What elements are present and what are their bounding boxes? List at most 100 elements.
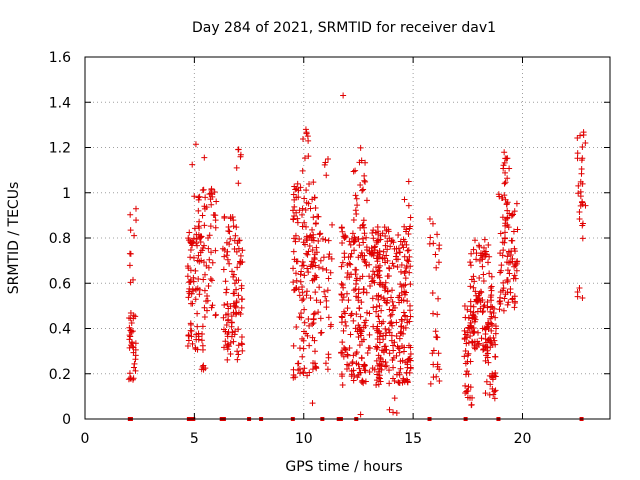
data-point [198,337,205,344]
data-point [479,325,486,332]
data-point [290,342,297,349]
data-point [347,241,354,248]
data-point [319,265,326,272]
data-point [390,364,397,371]
data-point [499,252,506,259]
data-point [292,238,299,245]
data-point [195,231,202,238]
data-point [577,178,584,185]
data-point [406,269,413,276]
data-point [361,172,368,179]
data-point [235,292,242,299]
data-point [360,289,367,296]
data-point [461,353,468,360]
data-point [372,343,379,350]
data-point [190,254,197,261]
data-point [376,372,383,379]
data-point [384,300,391,307]
data-point [484,299,491,306]
data-point [324,287,331,294]
data-point [402,313,409,320]
data-point [224,317,231,324]
data-point [489,304,496,311]
data-point [311,256,318,263]
data-point [496,306,503,313]
data-point [471,318,478,325]
data-point [319,236,326,243]
data-point [220,344,227,351]
data-point [405,202,412,209]
data-point [302,241,309,248]
data-point [310,214,317,221]
data-point [307,263,314,270]
data-point [360,217,367,224]
data-point [224,356,231,363]
data-point [196,193,203,200]
data-point [462,347,469,354]
y-tick-label: 0 [62,412,71,428]
data-point [463,340,470,347]
data-point [514,226,521,233]
data-point [498,262,505,269]
data-point [404,257,411,264]
data-point [480,277,487,284]
data-point [473,256,480,263]
data-point [496,298,503,305]
data-point [354,202,361,209]
data-point [359,252,366,259]
data-point [238,285,245,292]
data-point [196,218,203,225]
data-point [346,344,353,351]
data-point [401,253,408,260]
data-point [188,290,195,297]
data-point [489,376,496,383]
data-point [435,295,442,302]
data-point [504,199,511,206]
y-tick-label: 1.2 [49,141,71,157]
data-point [300,262,307,269]
data-point [355,361,362,368]
data-point [466,325,473,332]
data-point [509,258,516,265]
data-point [323,304,330,311]
data-point [430,347,437,354]
data-point [492,369,499,376]
data-point [382,242,389,249]
data-point [187,246,194,253]
data-point [189,300,196,307]
data-point [200,186,207,193]
data-point [222,338,229,345]
data-point [513,267,520,274]
data-point [339,314,346,321]
data-point [325,237,332,244]
data-point [300,295,307,302]
data-point [464,394,471,401]
data-point [377,362,384,369]
data-point [376,361,383,368]
data-point [233,298,240,305]
data-point [187,239,194,246]
data-point [511,298,518,305]
data-point [430,310,437,317]
data-point [393,410,400,417]
data-point [293,258,300,265]
data-point [476,257,483,264]
data-point [223,286,230,293]
data-point [394,264,401,271]
data-point [306,181,313,188]
data-point [495,191,502,198]
data-point [315,264,322,271]
data-point [470,325,477,332]
data-point [500,279,507,286]
data-point [479,263,486,270]
data-point [396,345,403,352]
data-point [191,225,198,232]
data-point [513,200,520,207]
data-point [197,239,204,246]
data-point [377,378,384,385]
data-point [194,323,201,330]
data-point [369,230,376,237]
data-point [351,372,358,379]
data-point [367,283,374,290]
data-point [400,282,407,289]
